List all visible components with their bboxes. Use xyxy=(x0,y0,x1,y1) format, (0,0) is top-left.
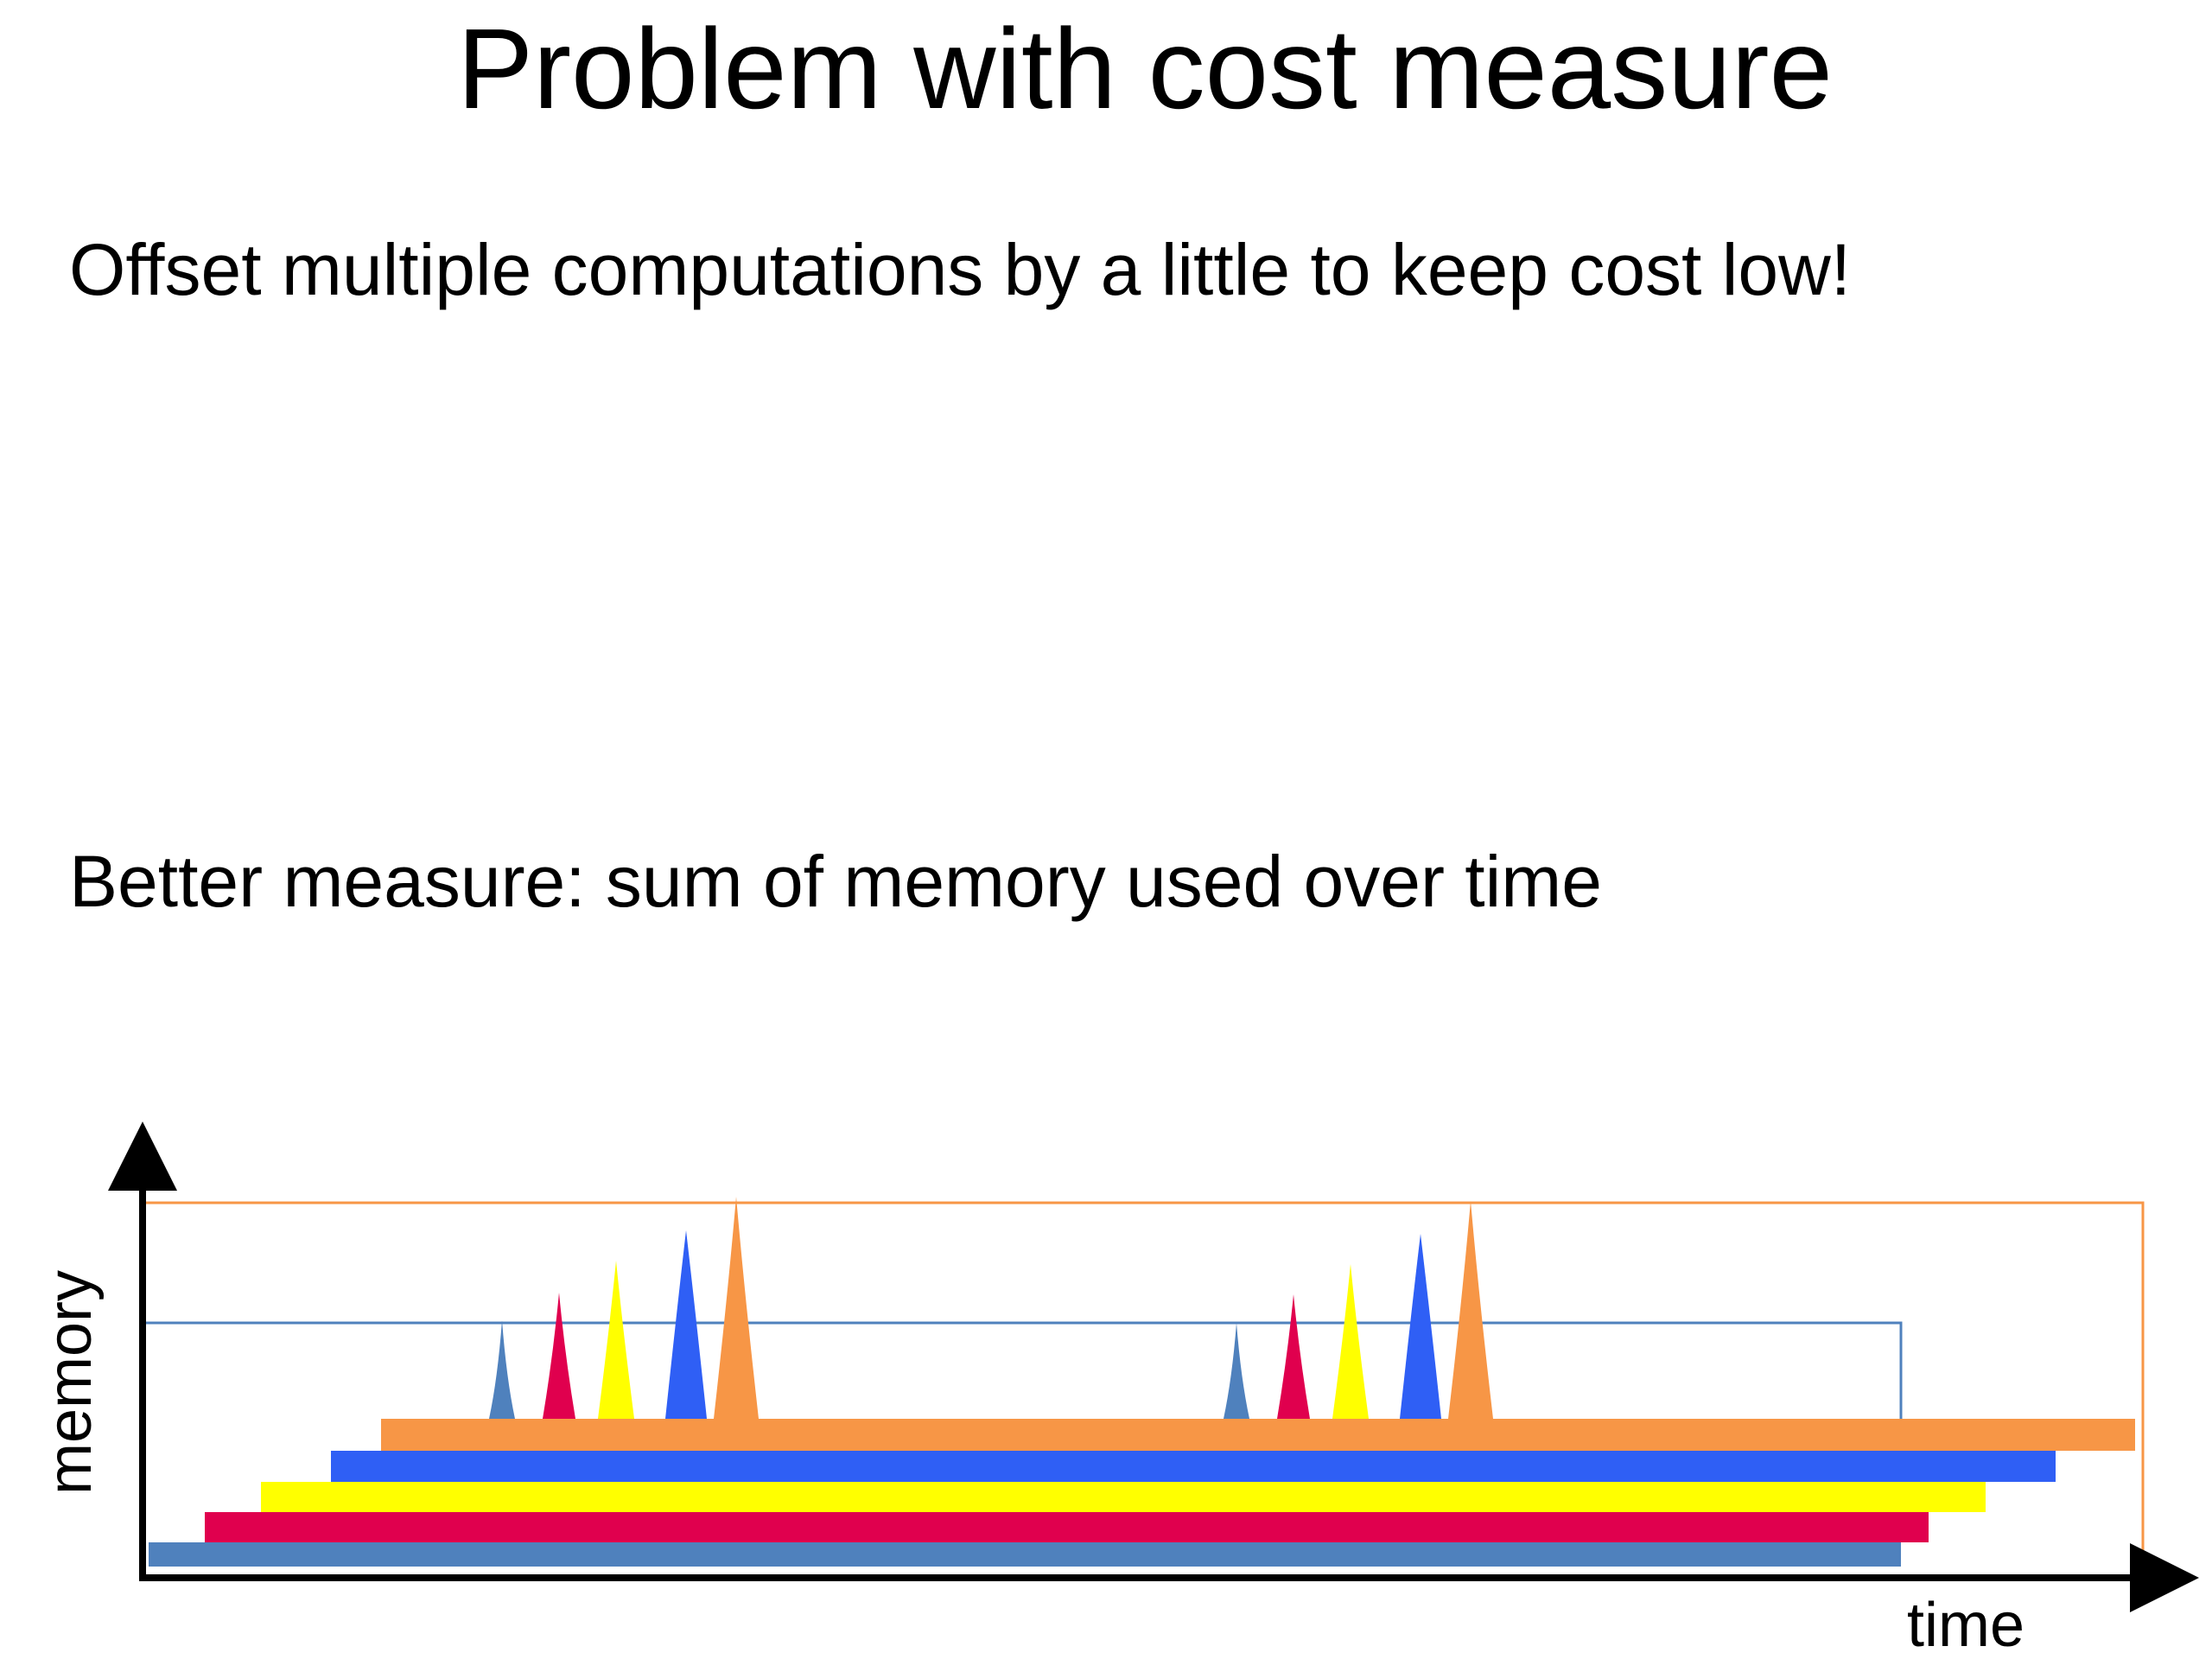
orange-spike-2 xyxy=(1448,1201,1493,1419)
orange-spike xyxy=(714,1197,759,1419)
orange-peak-level-line xyxy=(143,1201,2145,1566)
yellow-spike-2 xyxy=(1332,1264,1369,1419)
blue-bar xyxy=(331,1451,2056,1482)
bullet-better-measure: Better measure: sum of memory used over … xyxy=(69,841,1602,922)
crimson-bar xyxy=(205,1512,1929,1542)
crimson-spike-2 xyxy=(1277,1294,1310,1419)
x-axis-label: time xyxy=(1907,1591,2024,1659)
steel-blue-bar xyxy=(149,1542,1901,1567)
y-axis-label: memory xyxy=(35,1270,105,1495)
bullet-offset: Offset multiple computations by a little… xyxy=(69,229,1852,310)
slide-title: Problem with cost measure xyxy=(457,5,1833,132)
blue-spike-2 xyxy=(1400,1234,1441,1419)
blue-spike xyxy=(665,1230,707,1419)
orange-bar xyxy=(381,1419,2135,1451)
blue-peak-level-line xyxy=(143,1321,1903,1419)
steel-blue-spike xyxy=(489,1320,515,1419)
yellow-spike xyxy=(598,1261,634,1419)
yellow-bar xyxy=(261,1482,1986,1512)
steel-blue-spike-2 xyxy=(1224,1323,1249,1419)
crimson-spike xyxy=(543,1293,575,1419)
